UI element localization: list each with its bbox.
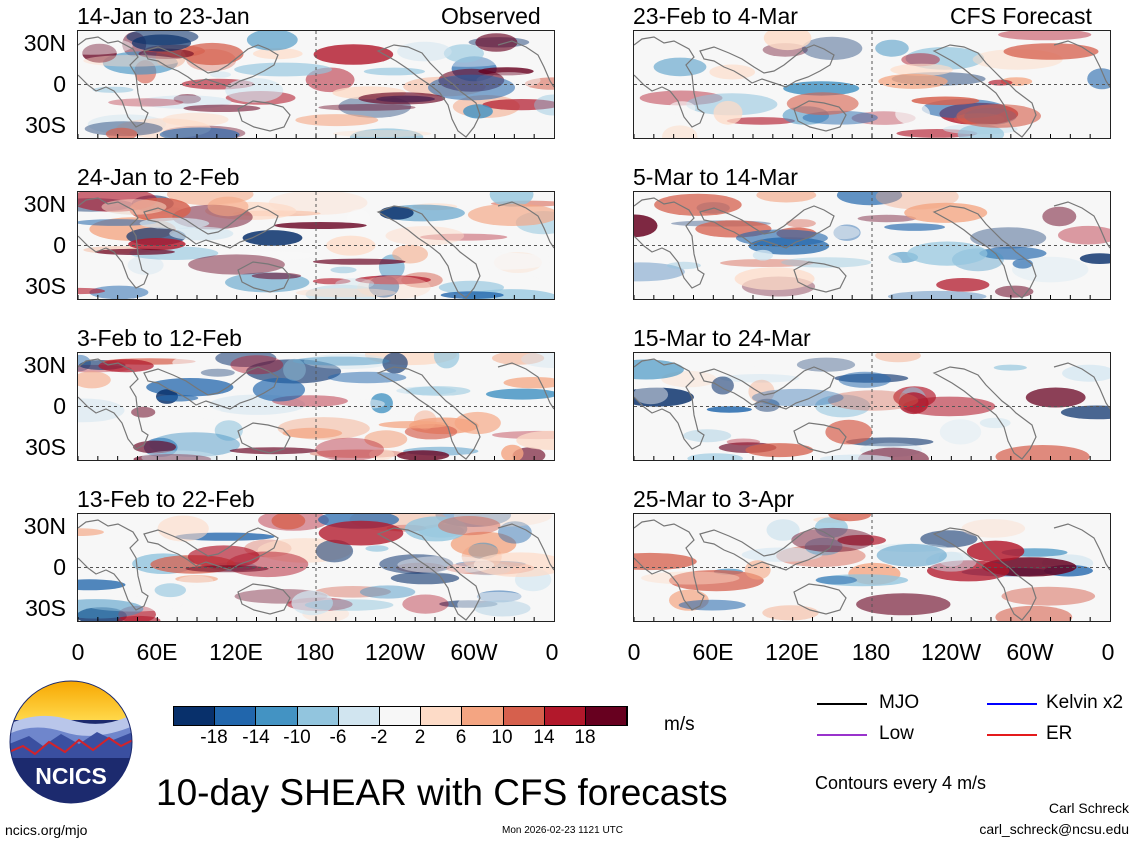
colorbar-swatch xyxy=(256,707,298,725)
panel-title: 25-Mar to 3-Apr xyxy=(633,486,795,512)
colorbar-label: 18 xyxy=(574,727,596,748)
panel-title: 15-Mar to 24-Mar xyxy=(633,325,811,351)
colorbar-swatch xyxy=(338,707,380,725)
colorbar-label: 6 xyxy=(455,727,467,748)
lon-label: 0 xyxy=(71,639,85,665)
lon-label: 0 xyxy=(627,639,641,665)
lon-label: 180 xyxy=(851,639,891,665)
lon-label: 180 xyxy=(295,639,335,665)
forecast-label: CFS Forecast xyxy=(950,3,1092,29)
colorbar xyxy=(173,706,628,726)
colorbar-swatch xyxy=(215,707,257,725)
colorbar-label: -10 xyxy=(283,727,311,748)
lat-label: 30N xyxy=(23,30,66,56)
lat-label: 30S xyxy=(25,112,66,138)
colorbar-label: 14 xyxy=(533,727,555,748)
colorbar-label: 10 xyxy=(491,727,513,748)
panel-title: 5-Mar to 14-Mar xyxy=(633,164,798,190)
panel-title: 13-Feb to 22-Feb xyxy=(77,486,255,512)
lat-label: 30N xyxy=(23,513,66,539)
legend-label-kelvin: Kelvin x2 xyxy=(1046,692,1124,713)
lon-label: 60W xyxy=(1006,639,1054,665)
panel-title: 3-Feb to 12-Feb xyxy=(77,325,242,351)
lat-label: 0 xyxy=(53,393,66,419)
lon-label: 0 xyxy=(545,639,559,665)
lon-label: 60W xyxy=(450,639,498,665)
colorbar-label: -6 xyxy=(329,727,347,748)
map-panel xyxy=(77,30,555,139)
footer-timestamp: Mon 2026-02-23 1121 UTC xyxy=(502,825,623,836)
map-panel xyxy=(77,191,555,300)
footer-author: Carl Schreck xyxy=(1048,800,1129,816)
logo-text: NCICS xyxy=(35,763,107,789)
legend-line-mjo xyxy=(817,703,867,705)
lat-label: 30S xyxy=(25,434,66,460)
colorbar-label: -18 xyxy=(200,727,228,748)
colorbar-swatch xyxy=(421,707,463,725)
map-panel xyxy=(633,352,1111,461)
map-panel xyxy=(77,352,555,461)
lat-label: 30N xyxy=(23,352,66,378)
lon-label: 120W xyxy=(364,639,426,665)
lon-label: 60E xyxy=(692,639,734,665)
colorbar-swatch xyxy=(544,707,586,725)
colorbar-label: -2 xyxy=(370,727,388,748)
map-panel xyxy=(633,30,1111,139)
colorbar-label: 2 xyxy=(414,727,426,748)
main-title: 10-day SHEAR with CFS forecasts xyxy=(156,772,728,813)
lon-label: 120W xyxy=(920,639,982,665)
lat-label: 0 xyxy=(53,232,66,258)
lat-label: 30S xyxy=(25,273,66,299)
legend-label-mjo: MJO xyxy=(879,692,920,713)
legend-line-kelvin xyxy=(987,703,1037,705)
lat-label: 0 xyxy=(53,554,66,580)
colorbar-swatch xyxy=(379,707,422,725)
legend-line-er xyxy=(987,734,1037,736)
contour-note: Contours every 4 m/s xyxy=(815,773,987,793)
colorbar-unit: m/s xyxy=(664,714,695,735)
colorbar-swatch xyxy=(585,707,628,725)
lon-label: 120E xyxy=(209,639,263,665)
lat-label: 30N xyxy=(23,191,66,217)
footer-url[interactable]: ncics.org/mjo xyxy=(5,822,88,838)
lon-label: 120E xyxy=(765,639,819,665)
lat-label: 30S xyxy=(25,595,66,621)
panel-title: 14-Jan to 23-Jan xyxy=(77,3,250,29)
lat-label: 0 xyxy=(53,71,66,97)
colorbar-label: -14 xyxy=(242,727,270,748)
panel-title: 23-Feb to 4-Mar xyxy=(633,3,798,29)
colorbar-swatch xyxy=(297,707,339,725)
colorbar-swatch xyxy=(503,707,545,725)
ncics-logo: NCICS xyxy=(9,680,133,804)
map-panel xyxy=(633,191,1111,300)
footer-email[interactable]: carl_schreck@ncsu.edu xyxy=(979,821,1129,837)
legend-label-low: Low xyxy=(879,723,914,744)
legend-line-low xyxy=(817,734,867,736)
lon-label: 60E xyxy=(136,639,178,665)
panel-title: 24-Jan to 2-Feb xyxy=(77,164,240,190)
colorbar-swatch xyxy=(462,707,504,725)
lon-label: 0 xyxy=(1101,639,1115,665)
colorbar-swatch xyxy=(174,707,216,725)
map-panel xyxy=(77,513,555,622)
map-panel xyxy=(633,513,1111,622)
legend-label-er: ER xyxy=(1046,723,1073,744)
observed-label: Observed xyxy=(441,3,541,29)
